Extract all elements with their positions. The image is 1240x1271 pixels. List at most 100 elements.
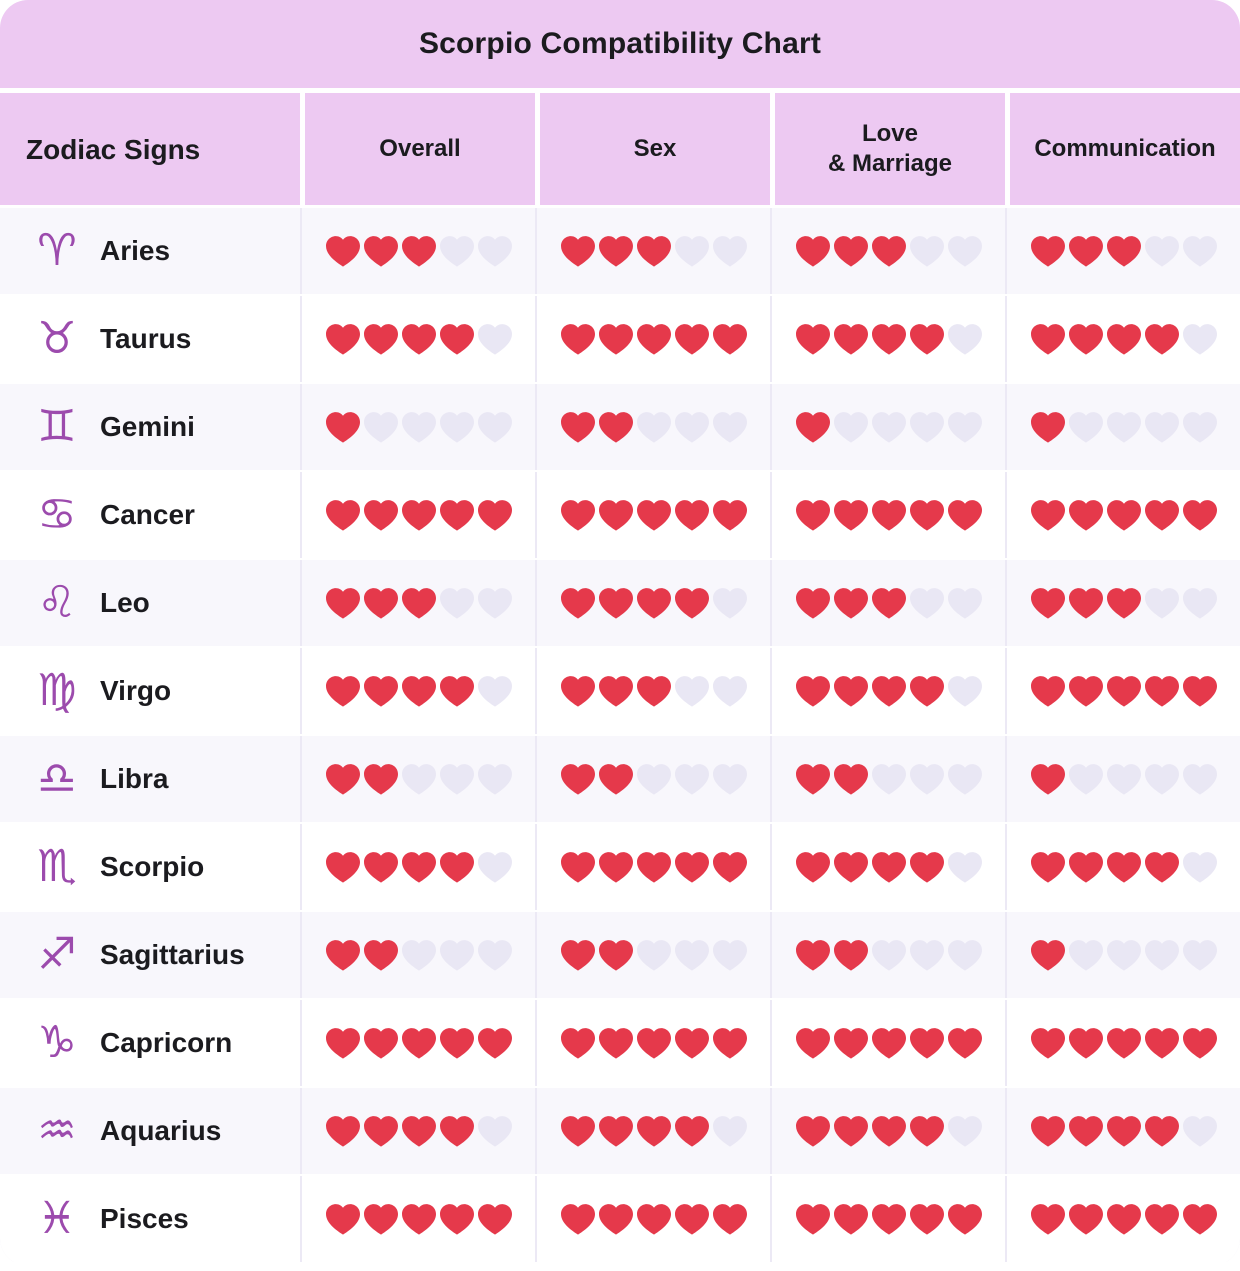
heart-icon	[1145, 411, 1179, 443]
table-row: ♒ Aquarius	[0, 1088, 1240, 1174]
page-title: Scorpio Compatibility Chart	[418, 27, 822, 60]
sign-name: Sagittarius	[100, 939, 245, 970]
heart-icon	[948, 1203, 982, 1235]
heart-icon	[675, 1027, 709, 1059]
heart-icon	[440, 939, 474, 971]
heart-icon	[326, 851, 360, 883]
heart-icon	[834, 675, 868, 707]
table-row: ♌ Leo	[0, 560, 1240, 646]
heart-icon	[326, 235, 360, 267]
heart-icon	[599, 411, 633, 443]
heart-icon	[561, 1203, 595, 1235]
rating-cell-sex	[537, 1000, 770, 1086]
sign-name: Leo	[100, 587, 150, 618]
heart-icon	[834, 499, 868, 531]
heart-icon	[326, 587, 360, 619]
rating-cell-communication	[1007, 472, 1240, 558]
heart-icon	[872, 411, 906, 443]
heart-icon	[402, 235, 436, 267]
heart-icon	[561, 763, 595, 795]
heart-icon	[637, 587, 671, 619]
heart-icon	[1145, 1027, 1179, 1059]
rating-cell-overall	[302, 824, 535, 910]
sign-name: Capricorn	[100, 1027, 233, 1058]
heart-icon	[1183, 1027, 1217, 1059]
heart-icon	[948, 939, 982, 971]
sign-cell: ♓ Pisces	[0, 1176, 300, 1262]
heart-icon	[1031, 1115, 1065, 1147]
heart-icon	[478, 323, 512, 355]
rating-cell-sex	[537, 648, 770, 734]
heart-icon	[440, 587, 474, 619]
table-row: ♑ Capricorn	[0, 1000, 1240, 1086]
heart-icon	[675, 1203, 709, 1235]
heart-icon	[364, 499, 398, 531]
heart-icon	[599, 939, 633, 971]
heart-icon	[637, 411, 671, 443]
heart-icon	[561, 499, 595, 531]
heart-icon	[796, 675, 830, 707]
heart-icon	[364, 323, 398, 355]
heart-icon	[713, 323, 747, 355]
rating-cell-sex	[537, 1176, 770, 1262]
heart-icon	[1031, 235, 1065, 267]
heart-icon	[599, 1115, 633, 1147]
heart-icon	[834, 235, 868, 267]
rating-cell-sex	[537, 296, 770, 382]
sign-cell: ♒ Aquarius	[0, 1088, 300, 1174]
heart-icon	[834, 851, 868, 883]
heart-icon	[440, 763, 474, 795]
heart-icon	[364, 1027, 398, 1059]
sign-name: Cancer	[100, 499, 195, 530]
rating-cell-communication	[1007, 912, 1240, 998]
heart-icon	[834, 763, 868, 795]
heart-icon	[326, 499, 360, 531]
heart-icon	[637, 1203, 671, 1235]
rating-cell-overall	[302, 1000, 535, 1086]
taurus-icon: ♉	[37, 313, 77, 364]
heart-icon	[1031, 587, 1065, 619]
heart-icon	[675, 411, 709, 443]
heart-icon	[1031, 851, 1065, 883]
rating-cell-communication	[1007, 1000, 1240, 1086]
heart-icon	[402, 1115, 436, 1147]
table-header: Zodiac Signs Overall Sex Love & Marriage…	[0, 93, 1240, 205]
heart-icon	[910, 675, 944, 707]
heart-icon	[478, 763, 512, 795]
rating-cell-love-marriage	[772, 1000, 1005, 1086]
rating-cell-sex	[537, 824, 770, 910]
heart-icon	[402, 763, 436, 795]
heart-icon	[478, 1027, 512, 1059]
heart-icon	[1069, 851, 1103, 883]
heart-icon	[1145, 323, 1179, 355]
rating-cell-overall	[302, 384, 535, 470]
rating-cell-love-marriage	[772, 1088, 1005, 1174]
rating-cell-communication	[1007, 560, 1240, 646]
table-row: ♊ Gemini	[0, 384, 1240, 470]
rating-cell-love-marriage	[772, 208, 1005, 294]
rating-cell-overall	[302, 1176, 535, 1262]
heart-icon	[326, 1203, 360, 1235]
heart-icon	[872, 1027, 906, 1059]
column-header-sex: Sex	[540, 93, 770, 205]
heart-icon	[948, 675, 982, 707]
heart-icon	[948, 1027, 982, 1059]
rating-cell-communication	[1007, 1176, 1240, 1262]
heart-icon	[1183, 939, 1217, 971]
heart-icon	[910, 587, 944, 619]
heart-icon	[1145, 499, 1179, 531]
heart-icon	[599, 675, 633, 707]
heart-icon	[713, 235, 747, 267]
capricorn-icon: ♑	[37, 1017, 77, 1068]
rating-cell-overall	[302, 648, 535, 734]
heart-icon	[910, 499, 944, 531]
sign-name: Scorpio	[100, 851, 205, 882]
heart-icon	[948, 411, 982, 443]
heart-icon	[1031, 1027, 1065, 1059]
heart-icon	[599, 763, 633, 795]
heart-icon	[834, 1027, 868, 1059]
heart-icon	[948, 499, 982, 531]
rating-cell-communication	[1007, 384, 1240, 470]
heart-icon	[402, 939, 436, 971]
heart-icon	[364, 763, 398, 795]
